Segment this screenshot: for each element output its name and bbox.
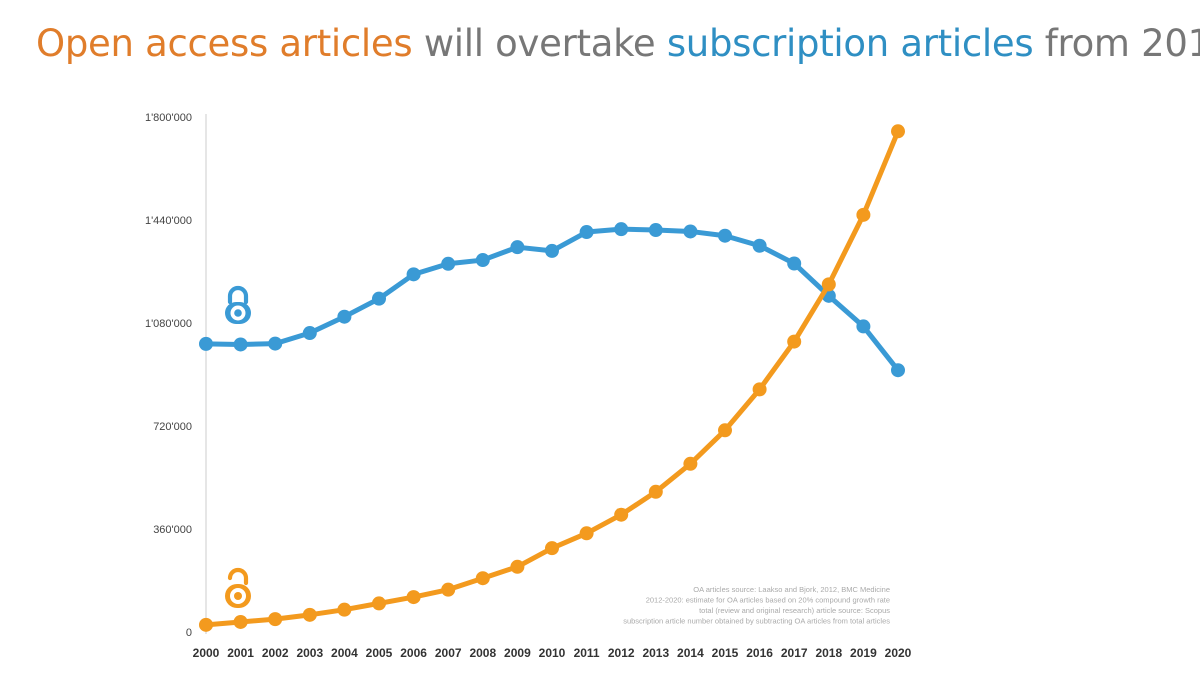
data-point (752, 382, 767, 397)
data-point (545, 541, 559, 556)
data-point (406, 590, 421, 605)
data-point (441, 256, 456, 271)
data-point (856, 207, 871, 222)
series-icons (225, 285, 251, 608)
x-tick-label: 2010 (539, 646, 566, 660)
data-point (891, 363, 905, 378)
x-tick-label: 2018 (815, 646, 842, 660)
y-tick-label: 360'000 (153, 524, 192, 536)
x-tick-label: 2007 (435, 646, 462, 660)
x-tick-label: 2001 (227, 646, 254, 660)
x-tick-label: 2016 (746, 646, 773, 660)
x-tick-label: 2008 (469, 646, 496, 660)
source-note-line: total (review and original research) art… (699, 606, 890, 615)
data-point (614, 222, 629, 237)
x-tick-label: 2004 (331, 646, 358, 660)
data-point (337, 309, 352, 324)
data-point (752, 238, 767, 253)
x-tick-label: 2014 (677, 646, 704, 660)
source-note-line: subscription article number obtained by … (623, 617, 890, 626)
data-point (441, 582, 456, 597)
series-subscription (199, 222, 905, 378)
data-point (579, 526, 594, 541)
data-point (199, 617, 213, 632)
y-tick-label: 0 (186, 627, 192, 639)
data-point (718, 423, 732, 438)
x-tick-label: 2011 (574, 646, 600, 660)
data-point (372, 596, 386, 611)
data-point (233, 337, 248, 352)
data-point (372, 291, 386, 306)
x-tick-label: 2017 (781, 646, 808, 660)
x-tick-label: 2006 (400, 646, 427, 660)
data-point (302, 607, 317, 622)
series-layer (199, 124, 905, 632)
closed-access-lock-icon (225, 285, 251, 324)
title-middle: will overtake (412, 22, 667, 65)
x-axis: 2000 2001 2002 2003 2004 2005 2006 2007 2008 2009… (193, 646, 912, 660)
data-point (891, 124, 905, 139)
data-point (648, 484, 663, 499)
data-point (475, 571, 490, 586)
y-tick-label: 1'800'000 (145, 112, 192, 124)
title-end: from 2018 (1044, 22, 1200, 65)
data-point (199, 336, 213, 351)
x-tick-label: 2003 (296, 646, 323, 660)
data-point (648, 223, 663, 238)
data-point (233, 614, 248, 629)
data-point (787, 334, 802, 349)
data-point (406, 267, 421, 282)
x-tick-label: 2012 (608, 646, 635, 660)
y-axis: 0 360'000 720'000 1'080'000 1'440'000 1'800'0… (145, 112, 207, 639)
y-tick-label: 720'000 (153, 421, 192, 433)
x-tick-label: 2019 (850, 646, 877, 660)
x-tick-label: 2002 (262, 646, 289, 660)
x-tick-label: 2005 (366, 646, 393, 660)
title-open-access: Open access articles (36, 22, 413, 65)
source-annotation: OA articles source: Laakso and Bjork, 20… (623, 585, 890, 626)
x-tick-label: 2000 (193, 646, 220, 660)
x-tick-label: 2009 (504, 646, 531, 660)
data-point (268, 336, 283, 351)
data-point (821, 277, 836, 292)
data-point (302, 326, 317, 341)
title-subscription: subscription articles (666, 22, 1034, 65)
source-note-line: OA articles source: Laakso and Bjork, 20… (693, 585, 890, 594)
data-point (510, 559, 525, 574)
data-point (337, 602, 352, 617)
y-tick-label: 1'440'000 (145, 215, 192, 227)
data-point (787, 256, 802, 271)
data-point (510, 240, 525, 255)
source-note-line: 2012-2020: estimate for OA articles base… (646, 596, 890, 605)
data-point (683, 224, 698, 239)
data-point (268, 612, 283, 627)
data-point (475, 253, 490, 268)
y-tick-label: 1'080'000 (145, 318, 192, 330)
series-open-access (199, 124, 905, 632)
data-point (718, 228, 732, 243)
data-point (545, 243, 559, 258)
x-tick-label: 2013 (642, 646, 669, 660)
open-access-lock-icon (225, 567, 251, 608)
x-tick-label: 2015 (712, 646, 739, 660)
data-point (579, 225, 594, 240)
x-tick-label: 2020 (885, 646, 912, 660)
chart-title: Open access articles will overtake subsc… (36, 22, 1200, 65)
data-point (683, 456, 698, 471)
data-point (856, 319, 871, 334)
data-point (614, 507, 629, 522)
